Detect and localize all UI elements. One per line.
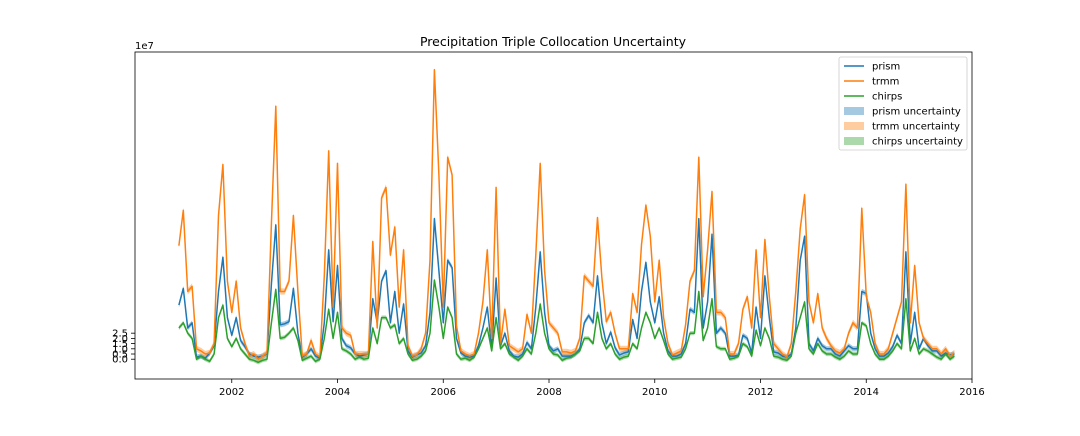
x-tick-label: 2014 xyxy=(854,387,879,398)
legend-trmm-uncertainty-swatch xyxy=(844,122,864,130)
y-tick-label: 1.5 xyxy=(112,339,128,350)
x-tick-label: 2006 xyxy=(431,387,456,398)
y-axis: 0.00.51.01.52.02.5 xyxy=(112,329,135,366)
legend-chirps-uncertainty-swatch xyxy=(844,137,864,145)
x-tick-label: 2012 xyxy=(748,387,773,398)
y-tick-label: 0.5 xyxy=(112,350,128,361)
chirps-line xyxy=(178,279,955,364)
legend: prism trmm chirps prism uncertainty trmm unc… xyxy=(838,56,968,151)
plot-frame xyxy=(134,51,973,380)
legend-prism-label: prism xyxy=(872,62,900,73)
chart-title: Precipitation Triple Collocation Uncerta… xyxy=(420,34,687,49)
x-tick-label: 2008 xyxy=(536,387,561,398)
y-tick-label: 0.0 xyxy=(112,355,128,366)
legend-chirps-label: chirps xyxy=(872,92,902,103)
legend-box xyxy=(838,56,968,151)
legend-chirps-uncertainty-label: chirps uncertainty xyxy=(872,137,963,148)
trmm-line xyxy=(178,68,955,360)
y-tick-label: 2.0 xyxy=(112,334,128,345)
prism-line xyxy=(178,217,955,359)
x-axis: 2002 2004 2006 2008 2010 2012 2014 2016 xyxy=(219,379,985,398)
legend-trmm-uncertainty-label: trmm uncertainty xyxy=(872,122,960,133)
legend-prism-uncertainty-swatch xyxy=(844,107,864,115)
legend-prism-uncertainty-label: prism uncertainty xyxy=(872,107,961,118)
y-tick-label: 2.5 xyxy=(112,329,128,340)
series-lines xyxy=(178,68,955,364)
y-offset-text: 1e7 xyxy=(135,41,154,52)
legend-trmm-label: trmm xyxy=(872,77,899,88)
x-tick-label: 2004 xyxy=(325,387,350,398)
x-tick-label: 2010 xyxy=(642,387,667,398)
x-tick-label: 2016 xyxy=(959,387,984,398)
y-tick-label: 1.0 xyxy=(112,344,128,355)
x-tick-label: 2002 xyxy=(219,387,244,398)
